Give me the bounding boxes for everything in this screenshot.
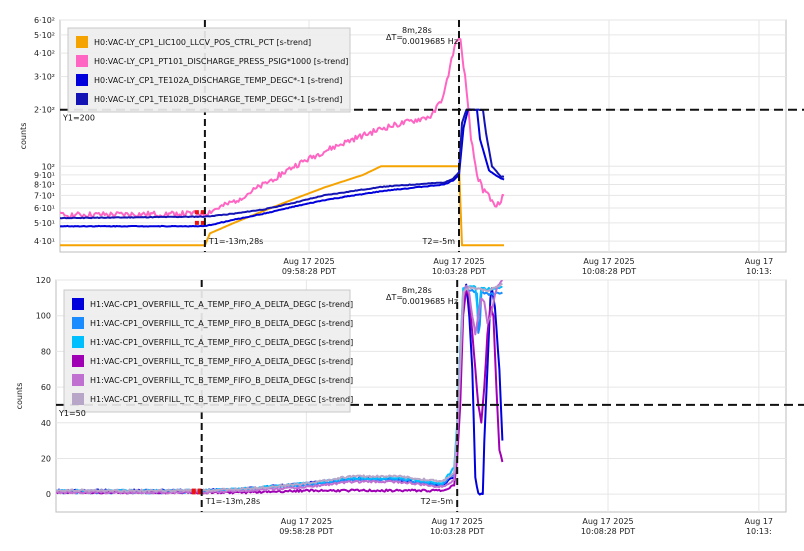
x-tick-label: Aug 17 2025 xyxy=(433,257,484,266)
legend-entry: H0:VAC-LY_CP1_TE102A_DISCHARGE_TEMP_DEGC… xyxy=(94,76,342,85)
x-tick-label: 09:58:28 PDT xyxy=(282,267,336,276)
x-tick-label: 10:08:28 PDT xyxy=(581,527,635,536)
legend-swatch xyxy=(72,298,84,310)
y-tick-label: 4·10² xyxy=(34,49,55,58)
cursor-t2-label: T2=-5m xyxy=(422,237,456,246)
gap-marker xyxy=(200,210,205,215)
legend-box xyxy=(63,289,351,413)
y-tick-label: 4·10¹ xyxy=(34,237,55,246)
cursor-t1-label: T1=-13m,28s xyxy=(208,237,263,246)
legend-entry: H1:VAC-CP1_OVERFILL_TC_B_TEMP_FIFO_B_DEL… xyxy=(90,376,353,385)
y-tick-label: 5·10² xyxy=(34,31,55,40)
legend-swatch xyxy=(72,374,84,386)
delta-t-value: 8m,28s xyxy=(402,26,432,35)
x-tick-label: Aug 17 2025 xyxy=(432,517,483,526)
x-tick-label: Aug 17 2025 xyxy=(582,517,633,526)
legend-swatch xyxy=(76,93,88,105)
x-tick-label: Aug 17 xyxy=(745,257,773,266)
legend-entry: H1:VAC-CP1_OVERFILL_TC_A_TEMP_FIFO_C_DEL… xyxy=(90,338,353,347)
y-tick-label: 6·10² xyxy=(34,16,55,25)
series-group xyxy=(60,37,505,247)
delta-t-label: ΔT= xyxy=(386,33,403,42)
x-tick-label: 09:58:28 PDT xyxy=(279,527,333,536)
legend-swatch xyxy=(72,355,84,367)
gap-marker xyxy=(191,490,196,495)
y-tick-label: 120 xyxy=(36,276,51,285)
y-tick-label: 9·10¹ xyxy=(34,171,55,180)
x-tick-label: Aug 17 2025 xyxy=(283,257,334,266)
cursor-t2-label: T2=-5m xyxy=(420,497,454,506)
x-tick-label: 10:13: xyxy=(746,527,772,536)
x-tick-label: Aug 17 2025 xyxy=(583,257,634,266)
x-tick-label: Aug 17 2025 xyxy=(281,517,332,526)
series-line xyxy=(60,108,505,220)
gap-marker xyxy=(194,220,199,225)
y-tick-label: 60 xyxy=(41,383,51,392)
legend-entry: H0:VAC-LY_CP1_PT101_DISCHARGE_PRESS_PSIG… xyxy=(94,57,348,66)
y-tick-label: 6·10¹ xyxy=(34,204,55,213)
series-line xyxy=(60,165,504,247)
y-tick-label: 40 xyxy=(41,419,51,428)
delta-t-frequency: 0.0019685 Hz xyxy=(402,297,458,306)
cursor-t1-label: T1=-13m,28s xyxy=(205,497,260,506)
series-line xyxy=(60,108,505,228)
legend-swatch xyxy=(72,317,84,329)
series-line xyxy=(56,280,504,495)
legend-box xyxy=(67,27,351,113)
gap-marker xyxy=(200,220,205,225)
delta-t-label: ΔT= xyxy=(386,293,403,302)
legend-entry: H0:VAC-LY_CP1_LIC100_LLCV_POS_CTRL_PCT [… xyxy=(94,38,311,47)
y-tick-label: 5·10¹ xyxy=(34,219,55,228)
x-tick-label: 10:03:28 PDT xyxy=(432,267,486,276)
x-tick-label: 10:13: xyxy=(746,267,772,276)
y-tick-label: 7·10¹ xyxy=(34,191,55,200)
series-group xyxy=(56,280,504,496)
delta-t-value: 8m,28s xyxy=(402,286,432,295)
delta-t-frequency: 0.0019685 Hz xyxy=(402,37,458,46)
legend-swatch xyxy=(72,336,84,348)
series-line xyxy=(56,282,503,493)
y-tick-label: 8·10¹ xyxy=(34,181,55,190)
y-tick-label: 2·10² xyxy=(34,106,55,115)
legend-swatch xyxy=(72,393,84,405)
y-tick-label: 80 xyxy=(41,347,51,356)
series-line xyxy=(60,37,505,219)
gap-marker xyxy=(194,210,199,215)
y-axis-label: counts xyxy=(19,123,28,150)
legend-entry: H1:VAC-CP1_OVERFILL_TC_B_TEMP_FIFO_C_DEL… xyxy=(90,395,353,404)
y-tick-label: 20 xyxy=(41,454,51,463)
legend-swatch xyxy=(76,55,88,67)
y-axis-label: counts xyxy=(15,383,24,410)
cursor-y1-label: Y1=50 xyxy=(58,409,86,418)
legend-swatch xyxy=(76,74,88,86)
x-tick-label: 10:03:28 PDT xyxy=(430,527,484,536)
y-tick-label: 0 xyxy=(46,490,51,499)
x-tick-label: Aug 17 xyxy=(745,517,773,526)
gap-marker xyxy=(197,490,202,495)
legend-entry: H0:VAC-LY_CP1_TE102B_DISCHARGE_TEMP_DEGC… xyxy=(94,95,342,104)
y-tick-label: 10² xyxy=(42,162,55,171)
legend-entry: H1:VAC-CP1_OVERFILL_TC_A_TEMP_FIFO_A_DEL… xyxy=(90,300,353,309)
legend-entry: H1:VAC-CP1_OVERFILL_TC_A_TEMP_FIFO_B_DEL… xyxy=(90,319,353,328)
cursor-y1-label: Y1=200 xyxy=(62,114,95,123)
y-tick-label: 100 xyxy=(36,312,51,321)
legend-entry: H1:VAC-CP1_OVERFILL_TC_B_TEMP_FIFO_A_DEL… xyxy=(90,357,353,366)
y-tick-label: 3·10² xyxy=(34,73,55,82)
x-tick-label: 10:08:28 PDT xyxy=(582,267,636,276)
legend-swatch xyxy=(76,36,88,48)
